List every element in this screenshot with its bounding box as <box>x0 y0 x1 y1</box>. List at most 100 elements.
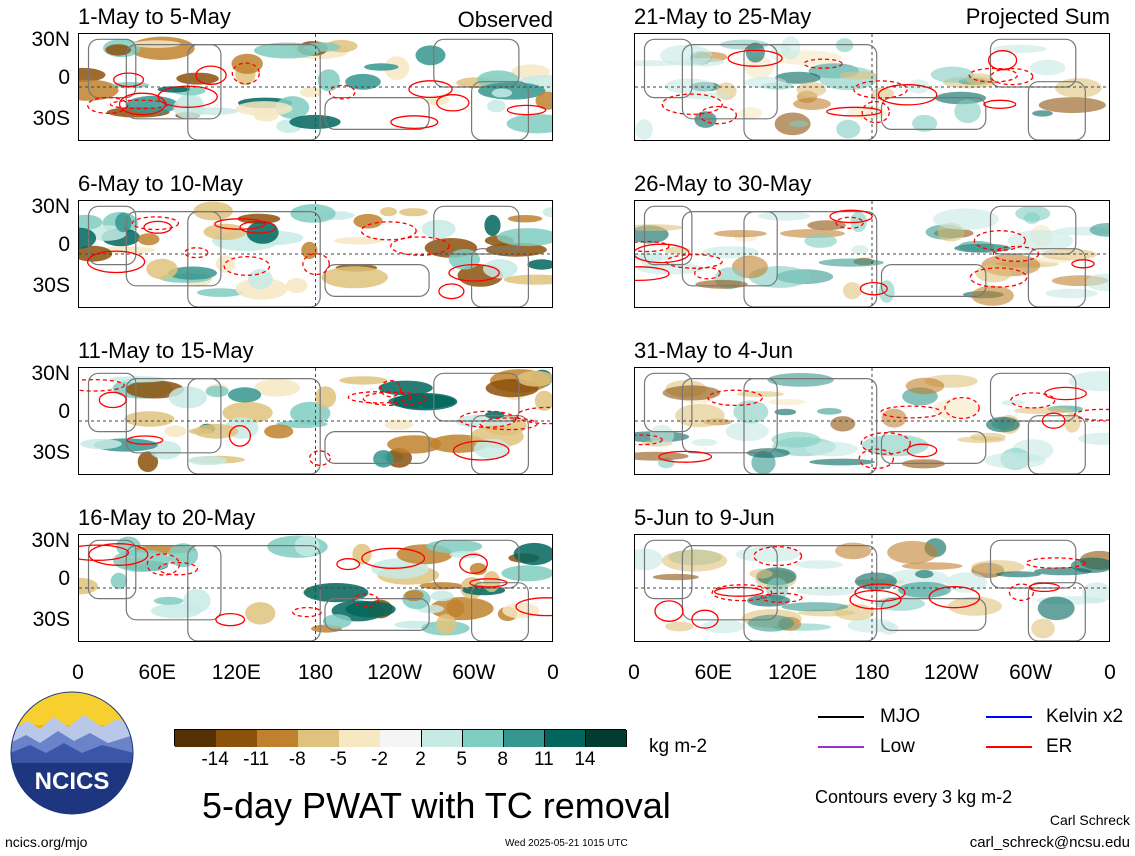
er-contour <box>969 267 1028 288</box>
anomaly-shading <box>137 451 159 472</box>
anomaly-shading <box>237 213 281 224</box>
coastline <box>1027 248 1086 307</box>
anomaly-shading <box>506 114 552 134</box>
anomaly-shading <box>485 411 505 419</box>
anomaly-shading <box>702 246 759 259</box>
longitude-label: 0 <box>1104 661 1116 684</box>
anomaly-shading <box>691 438 718 447</box>
anomaly-shading <box>749 569 773 579</box>
anomaly-shading <box>303 583 369 603</box>
coastline <box>125 211 222 287</box>
coastline <box>324 96 430 130</box>
contour-note: Contours every 3 kg m-2 <box>815 787 1013 807</box>
panel-title: 5-Jun to 9-Jun <box>634 505 775 530</box>
anomaly-shading <box>333 236 383 245</box>
anomaly-shading <box>796 82 827 97</box>
longitude-label: 60E <box>694 661 733 684</box>
er-contour <box>665 253 723 269</box>
er-contour <box>635 243 690 264</box>
anomaly-shading <box>932 398 979 420</box>
anomaly-shading <box>1007 229 1073 252</box>
anomaly-shading <box>1055 78 1102 98</box>
anomaly-shading <box>168 266 217 280</box>
map-panel <box>78 200 553 308</box>
pwat-anomaly-map <box>635 34 1109 140</box>
colorbar-tick-label: 11 <box>533 749 554 770</box>
er-contour <box>459 553 488 574</box>
er-contour <box>88 543 149 566</box>
colorbar-tick-label: -11 <box>243 749 270 770</box>
anomaly-shading <box>713 230 767 238</box>
er-contour <box>877 84 938 106</box>
anomaly-shading <box>796 586 858 596</box>
anomaly-shading <box>971 285 1014 306</box>
anomaly-shading <box>809 458 876 466</box>
anomaly-shading <box>898 581 952 598</box>
er-contour <box>390 115 439 130</box>
anomaly-shading <box>404 590 424 602</box>
colorbar-tick-label: 14 <box>574 749 596 770</box>
er-contour <box>635 434 663 446</box>
er-contour <box>880 405 942 419</box>
legend-label-kelvin: Kelvin x2 <box>1046 706 1124 727</box>
er-contour <box>711 584 773 602</box>
er-contour <box>635 240 670 253</box>
anomaly-shading <box>513 542 552 566</box>
panel-title: 26-May to 30-May <box>634 171 812 196</box>
anomaly-shading <box>915 570 934 579</box>
author-email[interactable]: carl_schreck@ncsu.edu <box>969 834 1130 851</box>
anomaly-shading <box>501 565 552 582</box>
panel-tag: Projected Sum <box>965 4 1110 29</box>
anomaly-shading <box>881 408 907 428</box>
coastline <box>324 597 430 631</box>
er-contour <box>803 58 843 69</box>
anomaly-shading <box>901 562 963 570</box>
anomaly-shading <box>1037 596 1075 621</box>
anomaly-shading <box>321 266 388 289</box>
map-panel <box>634 534 1110 642</box>
coastline <box>187 378 321 474</box>
er-contour <box>753 546 803 567</box>
er-contour <box>968 67 1019 83</box>
er-contour <box>436 94 470 112</box>
anomaly-shading <box>682 57 725 67</box>
longitude-label: 120W <box>367 661 423 684</box>
longitude-label: 0 <box>547 661 559 684</box>
anomaly-shading <box>188 456 228 466</box>
site-url[interactable]: ncics.org/mjo <box>5 834 88 850</box>
anomaly-shading <box>1013 407 1073 415</box>
anomaly-shading <box>843 282 862 300</box>
anomaly-shading <box>887 540 938 564</box>
coastline <box>471 415 529 474</box>
er-contour <box>661 93 723 115</box>
er-contour <box>98 391 127 409</box>
anomaly-shading <box>253 109 279 122</box>
anomaly-shading <box>469 562 487 576</box>
coastline <box>187 545 321 641</box>
er-contour <box>1073 408 1109 421</box>
anomaly-shading <box>483 571 501 592</box>
er-contour <box>223 256 271 276</box>
er-contour <box>479 417 538 431</box>
er-contour <box>328 84 356 100</box>
er-contour <box>658 450 713 463</box>
anomaly-shading <box>661 549 728 572</box>
anomaly-shading <box>958 240 995 253</box>
anomaly-shading <box>1034 567 1092 576</box>
er-contour <box>79 544 130 561</box>
anomaly-shading <box>126 95 179 114</box>
er-contour <box>1025 557 1086 569</box>
coastline <box>471 81 529 140</box>
latitude-label: 0 <box>58 233 70 256</box>
latitude-label: 0 <box>58 400 70 423</box>
anomaly-shading <box>517 370 552 387</box>
er-contour <box>516 406 552 425</box>
anomaly-shading <box>930 66 974 83</box>
er-contour <box>336 558 361 571</box>
map-panel <box>78 367 553 475</box>
coastline <box>880 597 987 631</box>
anomaly-shading <box>747 594 791 607</box>
anomaly-shading <box>635 451 689 461</box>
anomaly-shading <box>157 86 190 93</box>
er-contour <box>854 583 906 602</box>
